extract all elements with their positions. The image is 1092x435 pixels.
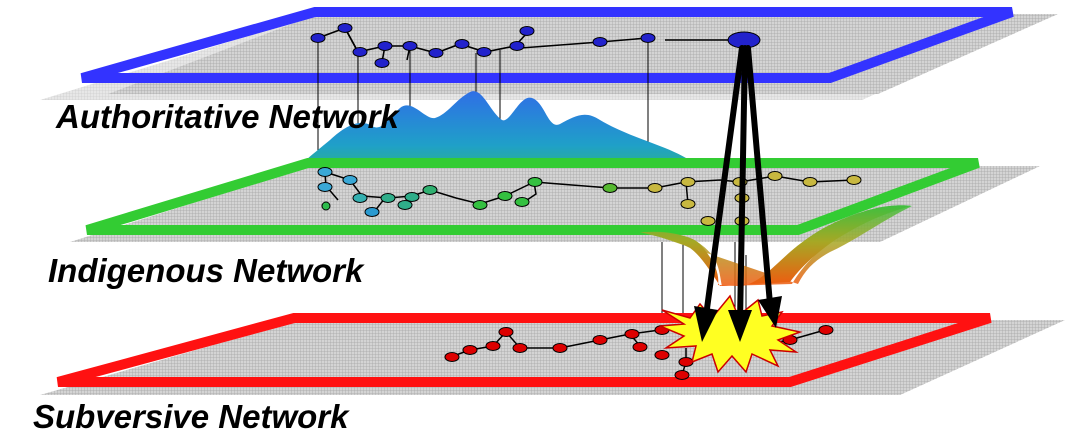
- node: [498, 327, 514, 337]
- indigenous-influence-wave: [640, 205, 912, 286]
- node: [476, 47, 492, 57]
- node: [680, 199, 696, 209]
- node: [404, 192, 420, 202]
- node: [428, 48, 444, 58]
- node: [514, 197, 530, 207]
- node: [352, 47, 368, 57]
- node: [846, 175, 862, 185]
- node: [422, 185, 438, 195]
- indigenous-network-label: Indigenous Network: [48, 252, 365, 289]
- indigenous-grid-plane: [70, 166, 1040, 242]
- subversive-nodes: [444, 325, 834, 380]
- node: [317, 167, 333, 177]
- node: [767, 171, 783, 181]
- authoritative-layer: [40, 6, 1058, 100]
- node: [342, 175, 358, 185]
- node: [802, 177, 818, 187]
- indigenous-border: [85, 158, 980, 235]
- node: [374, 58, 390, 68]
- node: [552, 343, 568, 353]
- node: [818, 325, 834, 335]
- node: [509, 41, 525, 51]
- node: [700, 216, 716, 226]
- node: [380, 193, 396, 203]
- authoritative-network-label: Authoritative Network: [55, 98, 401, 135]
- indigenous-influence-wave-body: [645, 206, 912, 286]
- arrow-down-icon: [694, 45, 782, 342]
- node: [519, 26, 535, 36]
- node: [592, 37, 608, 47]
- node: [485, 341, 501, 351]
- explosion-icon: [659, 294, 803, 374]
- node: [632, 342, 648, 352]
- node: [402, 41, 418, 51]
- node: [317, 182, 333, 192]
- subversive-network-label: Subversive Network: [33, 398, 350, 435]
- authoritative-nodes: [310, 23, 761, 68]
- node: [647, 183, 663, 193]
- node: [462, 345, 478, 355]
- node: [377, 41, 393, 51]
- node: [444, 352, 460, 362]
- node: [527, 177, 543, 187]
- node: [512, 343, 528, 353]
- node: [602, 183, 618, 193]
- indigenous-layer: [70, 158, 1040, 242]
- node: [674, 370, 690, 380]
- subversive-layer: [40, 313, 1065, 395]
- node: [592, 335, 608, 345]
- node: [678, 357, 694, 367]
- authoritative-border: [80, 6, 1014, 83]
- node: [397, 200, 413, 210]
- node: [310, 33, 326, 43]
- node: [337, 23, 353, 33]
- node: [654, 350, 670, 360]
- node: [624, 329, 640, 339]
- node: [472, 200, 488, 210]
- node: [321, 201, 331, 211]
- node: [497, 191, 513, 201]
- node: [454, 39, 470, 49]
- node: [640, 33, 656, 43]
- node: [352, 193, 368, 203]
- node: [364, 207, 380, 217]
- node: [680, 177, 696, 187]
